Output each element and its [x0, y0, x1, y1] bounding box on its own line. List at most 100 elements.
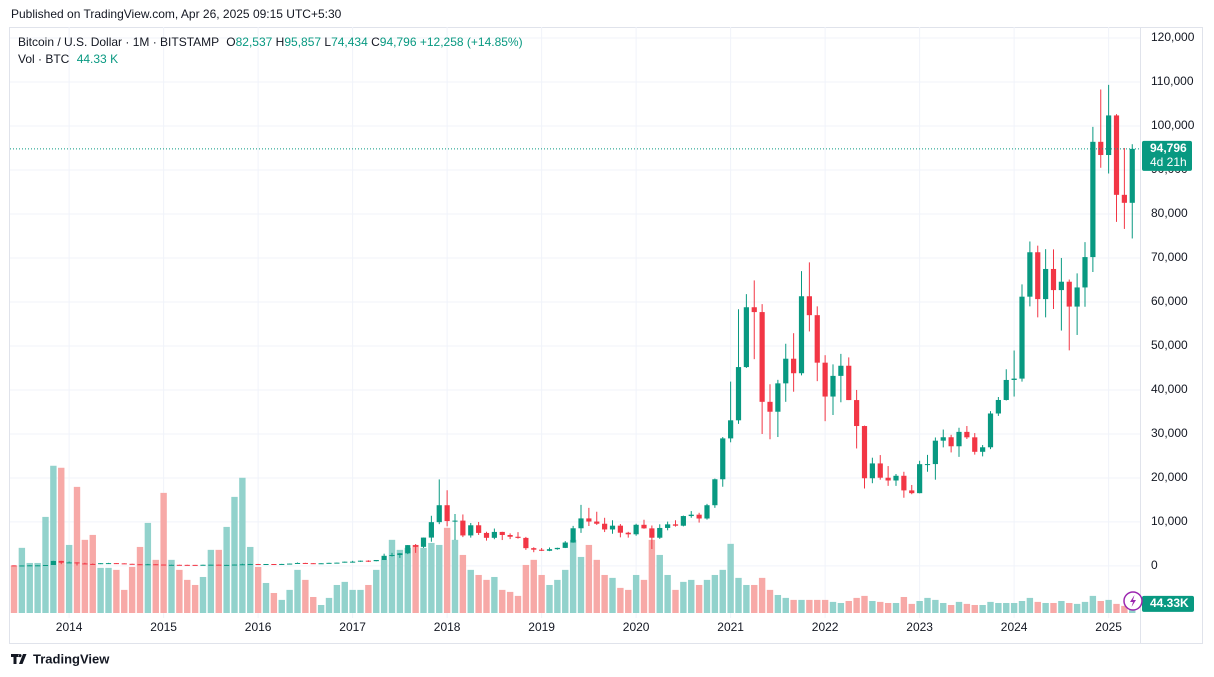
volume-bar — [1121, 605, 1128, 613]
candle-body — [1011, 378, 1017, 380]
y-tick-label: 100,000 — [1151, 118, 1195, 132]
volume-bar — [168, 559, 175, 613]
candle-body — [987, 413, 994, 448]
volume-bar — [286, 589, 293, 613]
candle-body — [901, 475, 907, 491]
volume-bar — [365, 584, 372, 613]
volume-bar — [940, 602, 947, 613]
volume-bar — [664, 574, 671, 613]
volume-bar — [869, 600, 876, 613]
brand: TradingView — [33, 651, 110, 666]
candle-body — [861, 426, 868, 479]
volume-bar — [963, 603, 971, 613]
candle-body — [82, 563, 88, 565]
volume-bar — [483, 579, 490, 613]
volume-bar — [380, 559, 388, 613]
candle-body — [704, 505, 710, 519]
volume-bar — [1050, 602, 1057, 613]
candle-body — [1090, 141, 1096, 258]
candle-body — [869, 463, 875, 479]
volume-bar — [979, 604, 986, 613]
volume-bar — [475, 574, 482, 613]
volume-bar — [113, 569, 120, 613]
candle-body — [696, 514, 702, 519]
volume-bar — [601, 574, 608, 613]
volume-bar — [436, 544, 443, 613]
y-tick-label: 60,000 — [1151, 294, 1188, 308]
candle-body — [680, 516, 686, 526]
volume-bar — [388, 539, 396, 613]
volume-bar — [491, 576, 498, 613]
volume-bar — [451, 539, 459, 613]
ohlc-label: H — [275, 35, 285, 49]
candle-body — [50, 560, 56, 565]
candle-body — [342, 561, 348, 563]
volume-bar — [176, 569, 183, 613]
volume-bar — [1066, 602, 1073, 613]
volume-bar — [144, 522, 152, 613]
candle-body — [1043, 268, 1049, 300]
volume-bar — [310, 596, 317, 613]
candle-body — [483, 532, 490, 538]
volume-bar — [81, 539, 89, 613]
published: Published on TradingView.com, Apr 26, 20… — [11, 7, 342, 21]
candle-body — [539, 549, 545, 551]
candle-body — [58, 560, 64, 563]
volume-bar — [837, 602, 845, 613]
x-tick-label: 2023 — [906, 620, 933, 634]
candle-body — [428, 522, 434, 538]
volume-bar — [703, 579, 711, 613]
volume-bar — [1113, 603, 1120, 613]
x-tick-label: 2017 — [339, 620, 366, 634]
volume-label: 44.33K — [1150, 596, 1189, 610]
candle-body — [633, 524, 639, 535]
volume-bar — [254, 566, 262, 613]
volume-bar — [1081, 601, 1089, 613]
volume-bar — [1105, 599, 1112, 613]
volume-bar — [50, 465, 57, 613]
candle-body — [751, 307, 757, 313]
volume-bar — [593, 559, 600, 613]
candle-body — [350, 561, 356, 563]
volume-bar — [538, 574, 545, 613]
volume-bar — [766, 589, 774, 613]
volume-bar — [971, 604, 978, 613]
candle-body — [452, 520, 458, 522]
volume-bar — [995, 602, 1002, 613]
volume-bar — [499, 589, 506, 613]
candle-body — [208, 564, 214, 566]
volume-bar — [97, 567, 104, 613]
volume-bar — [829, 601, 837, 613]
grid — [10, 27, 1140, 618]
candle-body — [1058, 281, 1064, 291]
candle-body — [310, 563, 316, 565]
volume-bar — [89, 534, 96, 613]
volume-bar — [546, 584, 553, 613]
candle-body — [531, 548, 537, 550]
candle-body — [90, 563, 96, 565]
candle-body — [712, 479, 718, 506]
volume-bar — [514, 595, 522, 613]
y-tick-label: 80,000 — [1151, 206, 1188, 220]
volume-bar — [743, 584, 750, 613]
candle-body — [932, 440, 938, 465]
volume-bar — [1026, 597, 1034, 613]
volume-bar — [333, 584, 341, 613]
candle-body — [641, 524, 647, 529]
candle-body — [877, 463, 883, 478]
candle-body — [980, 447, 986, 452]
candle-body — [413, 545, 419, 547]
candle-body — [909, 490, 915, 494]
volume-bar — [270, 592, 278, 613]
candle-body — [846, 365, 852, 401]
candle-body — [578, 518, 584, 529]
candle-body — [287, 563, 293, 565]
volume-bar — [1034, 601, 1041, 613]
candle-body — [389, 555, 395, 557]
candle-body — [507, 534, 513, 537]
volume-bar — [412, 544, 419, 613]
volume-bar — [924, 597, 931, 613]
volume-bar — [955, 601, 963, 613]
candle-body — [192, 564, 198, 566]
volume-bar — [404, 547, 411, 613]
